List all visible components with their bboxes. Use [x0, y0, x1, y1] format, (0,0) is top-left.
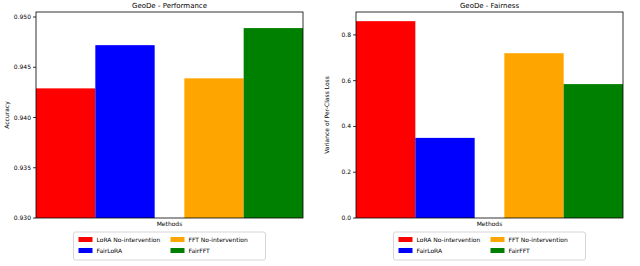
bar	[504, 53, 563, 218]
title: GeoDe - Fairness	[460, 2, 519, 10]
legend-label: FFT No-intervention	[509, 236, 569, 243]
chart-1: GeoDe - Fairness 0.0 0.2 0.4 0.6 0.8 Methods Va…	[323, 2, 623, 260]
frame	[36, 12, 303, 218]
bars	[36, 28, 303, 218]
y-tick	[353, 172, 356, 173]
y-tick-label: 0.940	[14, 114, 31, 121]
legend: LoRA No-intervention FairLoRA FFT No-inter…	[394, 232, 586, 260]
legend: LoRA No-intervention FairLoRA FFT No-inter…	[74, 232, 266, 260]
x-label: Methods	[477, 220, 503, 227]
y-tick	[33, 167, 36, 168]
y-label: Accuracy	[3, 101, 11, 129]
legend-swatch	[491, 237, 505, 242]
bar	[244, 28, 303, 218]
bar	[564, 84, 623, 218]
legend-label: LoRA No-intervention	[417, 236, 481, 243]
y-tick	[33, 17, 36, 18]
bar	[36, 88, 95, 218]
frame	[356, 12, 623, 218]
y-tick-label: 0.4	[341, 122, 351, 129]
y-tick	[353, 34, 356, 35]
legend-swatch	[399, 237, 413, 242]
y-label: Variance of Per-Class Loss	[323, 76, 330, 154]
legend-swatch	[171, 237, 185, 242]
legend-label: FairFFT	[189, 247, 211, 254]
legend-label: LoRA No-intervention	[97, 236, 161, 243]
legend-swatch	[79, 237, 93, 242]
figure: GeoDe - Performance 0.930 0.935 0.940 0.945 0…	[0, 0, 640, 266]
y-tick-label: 0.945	[14, 63, 31, 70]
chart-0: GeoDe - Performance 0.930 0.935 0.940 0.945 0…	[3, 2, 303, 260]
y-tick-label: 0.930	[14, 214, 31, 221]
legend-swatch	[399, 248, 413, 253]
y-tick	[353, 126, 356, 127]
y-tick	[353, 80, 356, 81]
title: GeoDe - Performance	[132, 2, 207, 10]
y-tick	[33, 117, 36, 118]
legend-swatch	[491, 248, 505, 253]
y-tick-label: 0.8	[341, 31, 351, 38]
legend-box	[74, 232, 266, 260]
bar	[415, 138, 474, 218]
legend-swatch	[79, 248, 93, 253]
y-tick	[33, 67, 36, 68]
legend-label: FFT No-intervention	[189, 236, 249, 243]
y-tick-label: 0.0	[341, 214, 351, 221]
legend-box	[394, 232, 586, 260]
x-label: Methods	[157, 220, 183, 227]
legend-swatch	[171, 248, 185, 253]
legend-label: FairFFT	[509, 247, 531, 254]
legend-label: FairLoRA	[417, 247, 444, 254]
y-tick-label: 0.2	[341, 168, 351, 175]
bar	[95, 45, 154, 218]
bars	[356, 21, 623, 218]
bar	[356, 21, 415, 218]
y-tick-label: 0.950	[14, 13, 31, 20]
legend-label: FairLoRA	[97, 247, 124, 254]
y-tick-label: 0.935	[14, 164, 31, 171]
y-tick	[33, 218, 36, 219]
y-tick	[353, 218, 356, 219]
bar	[184, 78, 243, 218]
y-tick-label: 0.6	[341, 77, 351, 84]
